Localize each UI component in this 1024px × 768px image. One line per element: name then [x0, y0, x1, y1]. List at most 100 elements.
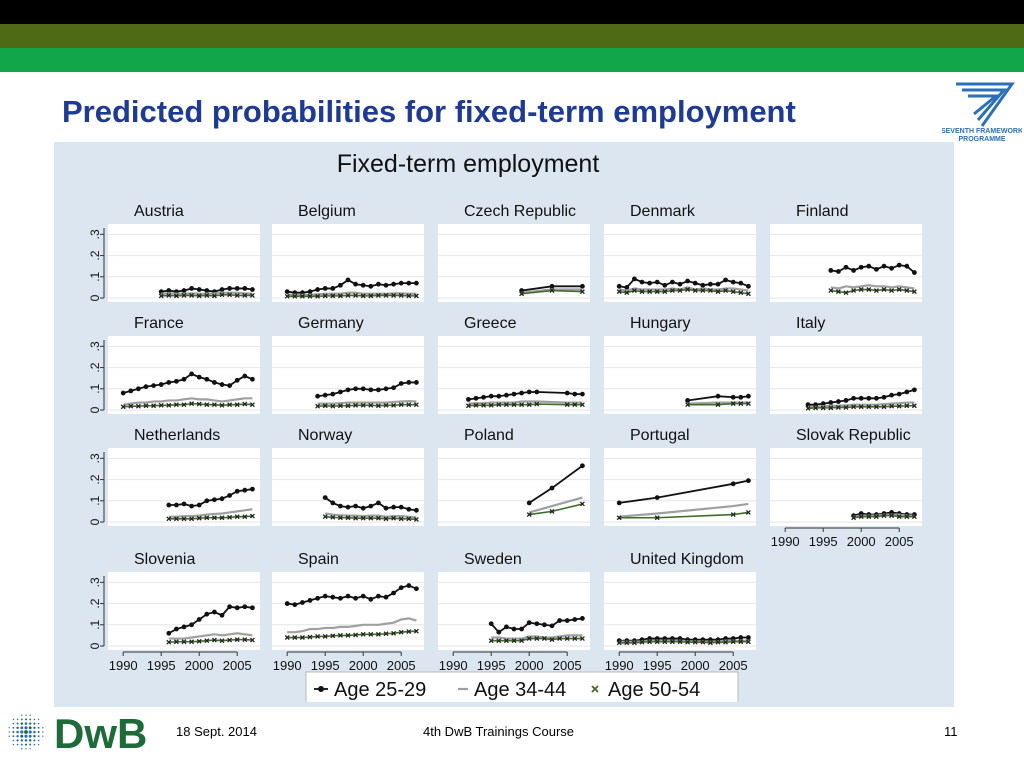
globe-dot [16, 718, 19, 721]
data-point [345, 593, 351, 599]
y-tick-label: .3 [88, 577, 102, 587]
data-point [654, 495, 660, 501]
data-point [896, 262, 902, 268]
data-point [173, 639, 179, 645]
data-point [692, 639, 698, 645]
globe-dot [37, 718, 40, 721]
data-point [292, 635, 298, 640]
data-point [738, 394, 744, 400]
series-line [619, 511, 749, 519]
data-point [549, 288, 555, 294]
data-point [549, 283, 555, 289]
data-point [579, 402, 585, 408]
data-point [242, 292, 248, 298]
globe-dot [33, 734, 36, 738]
data-point [685, 402, 691, 408]
data-point [481, 394, 486, 400]
data-point [851, 395, 856, 401]
data-point [242, 637, 248, 643]
data-point [338, 282, 343, 288]
data-point [579, 501, 585, 507]
data-point [196, 293, 202, 299]
data-point [284, 293, 290, 299]
data-point [406, 516, 412, 522]
series-line [830, 288, 915, 294]
data-point [128, 403, 134, 409]
data-point [843, 404, 849, 410]
data-point [662, 639, 668, 645]
data-point [715, 402, 721, 408]
data-point [406, 629, 412, 635]
data-point [836, 399, 841, 404]
data-point [204, 498, 210, 504]
y-tick-label: 0 [88, 294, 102, 301]
legend-label: Age 50-54 [608, 679, 700, 701]
data-point [406, 380, 412, 385]
y-tick-label: .1 [88, 271, 102, 281]
data-point [383, 402, 389, 408]
data-point [745, 401, 751, 407]
data-point [375, 515, 381, 521]
data-point [212, 380, 217, 385]
data-point [391, 281, 396, 287]
data-point [881, 394, 887, 400]
data-point [911, 289, 917, 295]
data-point [874, 395, 879, 401]
data-point [730, 394, 736, 400]
data-point [557, 618, 562, 623]
data-point [322, 514, 328, 520]
data-point [368, 596, 374, 602]
data-point [204, 376, 210, 382]
data-point [204, 515, 210, 521]
data-point [383, 386, 389, 392]
y-tick-label: 0 [88, 642, 102, 649]
globe-dot [21, 748, 23, 750]
panel-country-label: Poland [464, 427, 514, 444]
series-line [161, 291, 253, 295]
data-point [338, 595, 343, 601]
data-point [904, 389, 910, 395]
data-point [413, 628, 419, 634]
data-point [406, 280, 412, 286]
data-point [866, 263, 872, 269]
data-point [647, 280, 652, 286]
data-point [181, 624, 187, 630]
globe-dot [16, 726, 19, 730]
data-point [572, 391, 578, 397]
panel-country-label: Germany [298, 315, 364, 332]
x-tick-label: 1995 [477, 658, 506, 673]
fixed-term-employment-chart: Fixed-term employment Austria 0 .1 .2 .3 Belgi… [88, 150, 922, 702]
data-point [234, 514, 240, 520]
x-tick-label: 2005 [553, 658, 582, 673]
data-point [307, 289, 313, 295]
data-point [300, 600, 305, 605]
data-point [473, 402, 479, 408]
data-point [580, 391, 585, 397]
series-line [491, 634, 583, 640]
globe-dot [24, 722, 28, 725]
data-point [204, 611, 210, 617]
data-point [242, 514, 248, 520]
panel-country-label: Denmark [630, 203, 696, 220]
data-point [836, 269, 841, 274]
data-point [211, 402, 217, 408]
panel-strip [770, 426, 922, 444]
data-point [730, 481, 736, 487]
data-point [322, 293, 328, 299]
data-point [707, 288, 713, 294]
data-point [647, 289, 653, 295]
data-point [337, 632, 343, 638]
top-olive-bar [0, 24, 1024, 48]
globe-dot [42, 735, 44, 737]
globe-dot [37, 743, 40, 746]
globe-dot [8, 731, 10, 733]
globe-dot [25, 714, 27, 716]
series-line [287, 630, 417, 639]
globe-dot [28, 722, 32, 725]
globe-dot [21, 714, 23, 716]
data-point [181, 516, 187, 522]
data-point [835, 404, 841, 410]
data-point [196, 617, 202, 622]
data-point [196, 287, 202, 292]
data-point [330, 514, 336, 520]
